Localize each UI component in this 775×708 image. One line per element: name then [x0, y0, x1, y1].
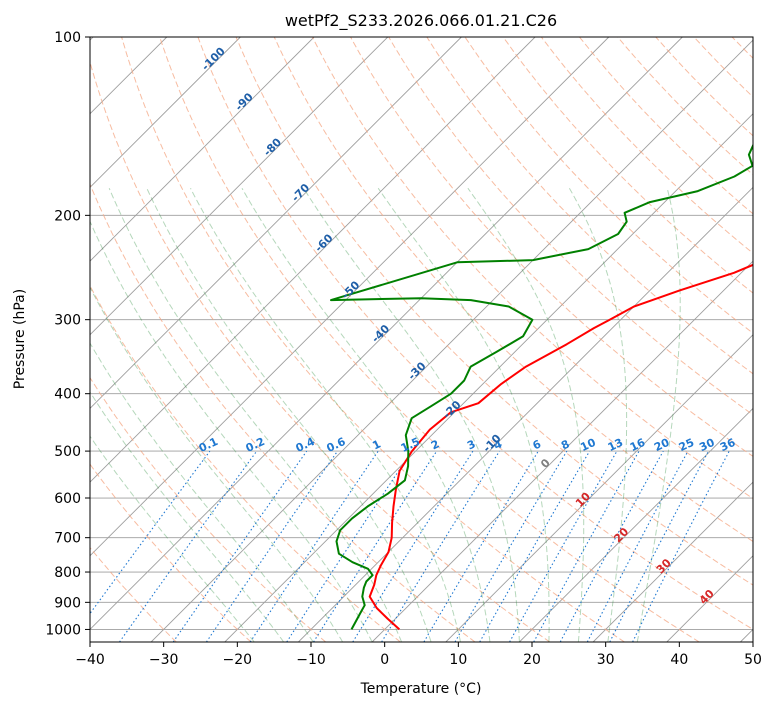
y-tick-label: 200 [54, 208, 81, 224]
y-axis-ticks: 100 200 300 400 500 600 700 800 900 1000 [45, 30, 90, 638]
x-tick-label: 0 [380, 652, 389, 668]
moist-adiabat-line [568, 187, 628, 642]
isotherm-line [90, 37, 389, 336]
mixing-ratio-line [632, 450, 730, 642]
series-lines [330, 143, 753, 631]
mixing-ratio-label: 10 [578, 436, 598, 454]
x-tick-label: 10 [449, 652, 467, 668]
mixing-ratio-line [172, 450, 308, 642]
isotherm-line [90, 37, 536, 483]
y-tick-label: 700 [54, 531, 81, 547]
x-axis-label: Temperature (°C) [360, 681, 482, 697]
dry-adiabat-line [197, 37, 753, 630]
y-tick-label: 1000 [45, 622, 81, 638]
dry-adiabat-line [350, 37, 753, 457]
mixing-ratio-label: 20 [652, 436, 672, 454]
moist-adiabat-line [377, 187, 550, 642]
dewpoint-line [330, 143, 753, 630]
moist-adiabat-line [190, 187, 461, 642]
mixing-ratio-line [509, 450, 618, 642]
isotherm-line [90, 37, 315, 262]
mixing-ratio-label: 30 [697, 436, 717, 454]
mixing-ratio-line [286, 450, 413, 642]
x-tick-label: −40 [75, 652, 105, 668]
x-tick-label: 50 [744, 652, 762, 668]
plot-frame [89, 36, 754, 643]
mixing-ratio-label: 25 [677, 436, 696, 454]
dry-adiabat-line [121, 37, 625, 642]
moist-adiabat-line [636, 188, 681, 642]
mixing-ratio-label: 36 [718, 436, 738, 454]
y-tick-label: 500 [54, 444, 81, 460]
mixing-ratio-label: 16 [628, 436, 648, 454]
isotherm-line [90, 37, 462, 410]
dry-adiabat-line [235, 37, 753, 586]
x-tick-label: −20 [223, 652, 253, 668]
x-tick-label: 30 [597, 652, 615, 668]
x-tick-label: 20 [523, 652, 541, 668]
moist-adiabat-line [303, 187, 520, 642]
mixing-ratio-label: 13 [606, 436, 625, 454]
y-tick-label: 400 [54, 387, 81, 403]
mixing-ratio-line [249, 450, 379, 642]
moist-adiabat-line [241, 187, 491, 642]
chart-title: wetPf2_S233.2026.066.01.21.C26 [285, 11, 557, 31]
isotherm-line [592, 481, 753, 642]
x-axis-ticks: −40 −30 −20 −10 0 10 20 30 40 50 [75, 642, 762, 668]
y-axis-label: Pressure (hPa) [12, 289, 28, 389]
mixing-ratio-line [119, 450, 258, 642]
dry-adiabat-line [273, 37, 753, 543]
y-tick-label: 800 [54, 565, 81, 581]
moist-adiabat-line [90, 286, 344, 642]
moist-adiabat-line [467, 187, 585, 642]
dry-adiabat-line [311, 37, 753, 500]
mixing-ratio-line [205, 450, 338, 642]
isotherm-line [90, 37, 241, 189]
moist-adiabat-line [90, 391, 285, 642]
isotherm-line [371, 260, 753, 642]
moist-adiabat-line [146, 187, 432, 642]
moist-adiabat-line [90, 220, 373, 642]
y-tick-label: 100 [54, 30, 81, 46]
isotherm-line [224, 113, 753, 642]
isotherm-line [90, 37, 610, 557]
isotherm-line [445, 334, 753, 642]
temperature-line [368, 263, 753, 631]
y-tick-label: 300 [54, 313, 81, 329]
y-tick-label: 600 [54, 491, 81, 507]
background-lines [90, 37, 753, 642]
mixing-ratio-line [381, 450, 500, 642]
x-tick-label: −30 [149, 652, 179, 668]
isotherm-line [90, 37, 683, 631]
isotherm-line [519, 407, 753, 642]
x-tick-label: 40 [670, 652, 688, 668]
moist-adiabat-line [90, 435, 255, 642]
mixing-ratio-line [90, 450, 211, 615]
y-tick-label: 900 [54, 595, 81, 611]
dry-adiabat-line [90, 60, 551, 642]
dry-adiabat-line [90, 284, 401, 642]
mixing-ratio-line [352, 450, 474, 642]
x-tick-label: −10 [296, 652, 326, 668]
moist-adiabat-line [90, 342, 314, 642]
mixing-ratio-line [313, 450, 438, 642]
mixing-ratio-line [559, 450, 664, 642]
dry-adiabat-line [90, 376, 327, 642]
dry-adiabat-line [388, 37, 753, 416]
dry-adiabat-line [426, 37, 753, 375]
mixing-ratio-line [533, 450, 640, 642]
isotherm-line [150, 39, 753, 642]
